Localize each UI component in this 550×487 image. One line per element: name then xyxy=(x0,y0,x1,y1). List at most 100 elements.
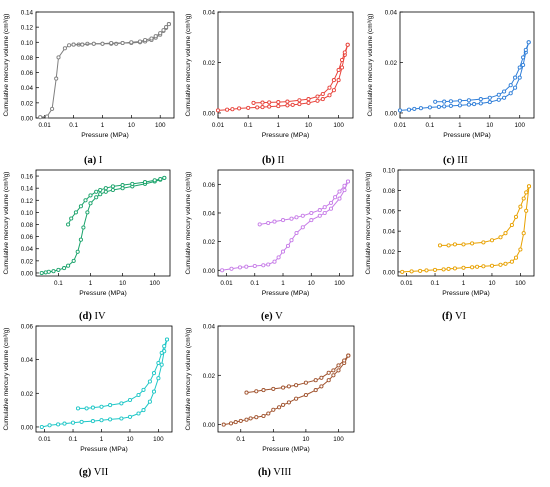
data-point xyxy=(297,98,302,103)
data-point xyxy=(127,414,133,419)
x-tick-label: 100 xyxy=(333,122,344,129)
x-axis-label: Pressure (MPa) xyxy=(443,132,491,139)
data-point xyxy=(98,187,103,193)
data-point xyxy=(331,88,336,93)
data-point xyxy=(280,249,286,254)
data-point xyxy=(481,240,486,245)
data-point xyxy=(306,97,311,102)
y-tick-label: 0.00 xyxy=(203,422,216,429)
data-point xyxy=(418,268,423,273)
data-point xyxy=(487,100,492,105)
data-point xyxy=(327,85,332,90)
plot-frame xyxy=(399,11,535,119)
data-point xyxy=(285,243,291,248)
data-point xyxy=(518,247,523,252)
caption-e: (e) V xyxy=(261,311,283,322)
x-tick-label: 1 xyxy=(458,122,462,129)
data-point xyxy=(508,83,513,88)
data-point xyxy=(88,201,93,206)
caption-b: (b) II xyxy=(262,155,284,166)
data-point xyxy=(317,208,322,213)
data-point xyxy=(147,379,152,384)
data-point xyxy=(254,389,259,394)
data-point xyxy=(142,180,148,185)
data-point xyxy=(513,75,518,80)
data-point xyxy=(472,102,477,107)
x-axis-label: Pressure (MPa) xyxy=(81,132,129,139)
plot-frame xyxy=(217,169,354,277)
data-point xyxy=(436,104,441,109)
data-point xyxy=(526,40,531,45)
data-point xyxy=(91,41,96,46)
data-point xyxy=(237,106,242,111)
plot-frame xyxy=(35,11,175,119)
y-tick-label: 0.04 xyxy=(21,85,34,92)
data-point xyxy=(56,267,61,272)
data-point xyxy=(103,189,108,194)
y-axis-label: Cumulative mercury volume (cm³/g) xyxy=(3,328,10,431)
data-point xyxy=(336,78,341,83)
caption-b-text: II xyxy=(277,155,285,166)
x-tick-label: 0.01 xyxy=(394,122,407,129)
data-point xyxy=(153,34,158,39)
data-point xyxy=(94,189,99,194)
x-tick-label: 0.01 xyxy=(39,122,52,129)
data-point xyxy=(44,114,50,119)
x-tick-label: 0.01 xyxy=(220,280,233,287)
data-point xyxy=(272,219,277,224)
data-point xyxy=(513,85,518,90)
data-point xyxy=(313,378,318,383)
x-tick-label: 100 xyxy=(334,280,345,287)
data-point xyxy=(300,225,305,230)
data-point xyxy=(62,46,67,51)
y-tick-label: 0.00 xyxy=(21,270,34,277)
data-point xyxy=(46,269,51,274)
x-axis-label: Pressure (MPa) xyxy=(262,290,310,297)
data-point xyxy=(285,103,290,108)
data-point xyxy=(315,98,320,103)
data-point xyxy=(446,243,451,248)
data-point xyxy=(475,264,480,269)
data-point xyxy=(285,99,290,104)
data-point xyxy=(508,91,513,96)
data-point xyxy=(84,406,89,411)
data-point xyxy=(129,40,134,45)
y-tick-label: 0.04 xyxy=(203,324,216,331)
data-point xyxy=(281,385,286,390)
data-point xyxy=(88,193,93,198)
data-point xyxy=(470,265,475,270)
x-tick-label: 1 xyxy=(462,280,466,287)
y-tick-label: 0.14 xyxy=(21,186,34,193)
caption-h-letter: (h) xyxy=(258,467,271,478)
data-point xyxy=(149,36,154,41)
caption-g: (g) VII xyxy=(79,467,108,478)
x-tick-label: 100 xyxy=(149,280,160,287)
y-tick-label: 0.06 xyxy=(383,208,396,215)
x-tick-label: 1 xyxy=(272,436,276,443)
data-point xyxy=(489,263,495,268)
data-point xyxy=(267,100,272,105)
y-tick-label: 0.04 xyxy=(385,10,398,17)
data-point xyxy=(303,380,308,385)
data-point xyxy=(266,411,271,416)
x-axis-label: Pressure (MPa) xyxy=(80,446,128,453)
data-point xyxy=(518,204,523,209)
data-point xyxy=(62,421,67,426)
y-tick-label: 0.02 xyxy=(203,373,216,380)
data-point xyxy=(496,92,501,97)
data-point xyxy=(337,196,342,201)
data-point xyxy=(309,218,314,223)
data-point xyxy=(517,65,522,70)
data-point xyxy=(119,416,124,421)
series-line-1 xyxy=(41,177,165,274)
data-point xyxy=(238,418,243,423)
data-point xyxy=(448,103,453,108)
data-point xyxy=(54,76,59,81)
data-point xyxy=(162,175,167,180)
x-tick-label: 0.1 xyxy=(431,280,440,287)
data-point xyxy=(306,100,311,105)
chart-panel-vii: 0.00 0.02 0.04 0.06 0.01 0.1 1 10 100 Pressure (M… xyxy=(3,324,173,453)
y-tick-label: 0.00 xyxy=(385,110,398,117)
data-point xyxy=(143,37,148,43)
data-point xyxy=(319,384,324,389)
